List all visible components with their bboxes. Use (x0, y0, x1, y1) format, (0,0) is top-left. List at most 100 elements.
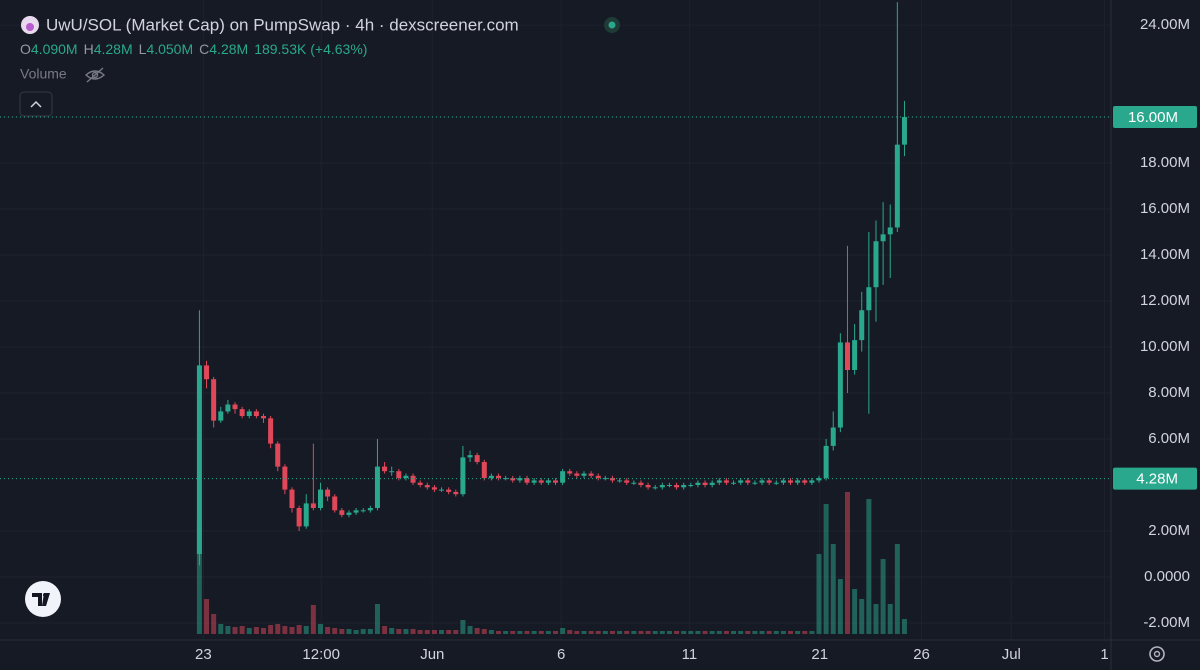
volume-bar (303, 626, 309, 634)
volume-bar (545, 631, 551, 634)
volume-bar (602, 631, 608, 634)
candle-body (752, 482, 758, 484)
candle-body (788, 480, 794, 483)
volume-bar (488, 630, 494, 634)
candle-body (894, 144, 900, 228)
candle-body (310, 503, 316, 508)
candle-body (253, 411, 259, 417)
candle-body (880, 234, 886, 242)
volume-bar (631, 631, 637, 634)
price-marker-label: 16.00M (1128, 109, 1178, 126)
volume-bar (382, 626, 388, 634)
volume-bar (218, 624, 224, 634)
candle-body (802, 480, 808, 483)
ohlc-label: H (84, 41, 94, 57)
collapse-button[interactable] (19, 91, 53, 117)
candle-body (901, 117, 907, 145)
volume-bar (780, 631, 786, 634)
volume-bar (681, 631, 687, 634)
candle-body (481, 462, 487, 479)
volume-bar (638, 631, 644, 634)
candle-body (830, 427, 836, 446)
volume-bar (859, 599, 865, 634)
candle-body (759, 480, 765, 483)
volume-bar (716, 631, 722, 634)
candle-body (560, 471, 566, 483)
eye-pupil (91, 71, 99, 79)
candle-body (809, 480, 815, 483)
volume-bar (581, 631, 587, 634)
candle-body (553, 480, 558, 483)
candle-body (617, 480, 623, 482)
candle-body (325, 489, 331, 497)
volume-bar (503, 631, 509, 634)
y-tick-label: 24.00M (1140, 16, 1190, 33)
y-tick-label: 12.00M (1140, 292, 1190, 309)
volume-bar (246, 628, 252, 634)
candle-body (745, 480, 751, 483)
tv-logo-dot (43, 593, 47, 597)
candle-body (353, 510, 359, 513)
volume-bar (702, 631, 708, 634)
volume-bar (759, 631, 765, 634)
volume-bar (567, 630, 573, 634)
ohlc-value: 4.090M (31, 41, 78, 57)
candle-body (666, 485, 672, 487)
volume-bar (609, 631, 615, 634)
volume-bar (261, 628, 267, 634)
volume-bar (866, 499, 872, 634)
candle-body (873, 241, 879, 288)
volume-bar (239, 626, 245, 634)
volume-bar (360, 629, 366, 634)
volume-bar (645, 631, 651, 634)
candle-body (439, 489, 445, 491)
candle-body (695, 482, 701, 486)
candle-body (367, 507, 373, 511)
candle-body (731, 482, 737, 484)
volume-bar (282, 626, 288, 634)
volume-bar (346, 629, 352, 634)
candle-body (296, 507, 302, 527)
ohlc-label: C (199, 41, 209, 57)
candle-body (488, 475, 494, 479)
volume-bar (310, 605, 316, 634)
volume-bar (745, 631, 751, 634)
gear-ring (1149, 646, 1165, 662)
y-tick-label: 18.00M (1140, 154, 1190, 171)
x-tick-label: 26 (913, 646, 930, 663)
volume-bar (417, 630, 423, 634)
volume-bar (731, 631, 737, 634)
volume-bar (474, 628, 480, 634)
candle-body (446, 489, 452, 492)
volume-bar (752, 631, 758, 634)
ohlc-value: 4.28M (94, 41, 133, 57)
candle-body (424, 485, 430, 488)
candle-body (588, 473, 594, 476)
candle-body (609, 478, 615, 481)
candle-body (852, 340, 858, 371)
volume-bar (268, 625, 274, 634)
volume-bar (367, 629, 373, 634)
hide-icon[interactable] (84, 67, 106, 83)
volume-bar (674, 631, 680, 634)
volume-bar (695, 631, 701, 634)
volume-bar (773, 631, 779, 634)
volume-bar (211, 614, 217, 634)
price-marker (1113, 467, 1197, 490)
candle-body (510, 478, 516, 481)
candle-body (709, 482, 715, 486)
volume-bar (453, 630, 459, 634)
settings-icon[interactable] (1149, 646, 1165, 662)
chart-title: UwU/SOL (Market Cap) on PumpSwap · 4h · … (46, 15, 519, 34)
volume-bar (553, 631, 558, 634)
x-tick-label: 21 (811, 646, 828, 663)
eye-slash (86, 67, 104, 83)
volume-bar (844, 492, 850, 634)
volume-bar (873, 604, 879, 634)
x-tick-label: 11 (682, 646, 698, 663)
volume-bar (460, 620, 466, 634)
volume-bar (439, 630, 445, 634)
tv-logo[interactable] (25, 581, 61, 617)
